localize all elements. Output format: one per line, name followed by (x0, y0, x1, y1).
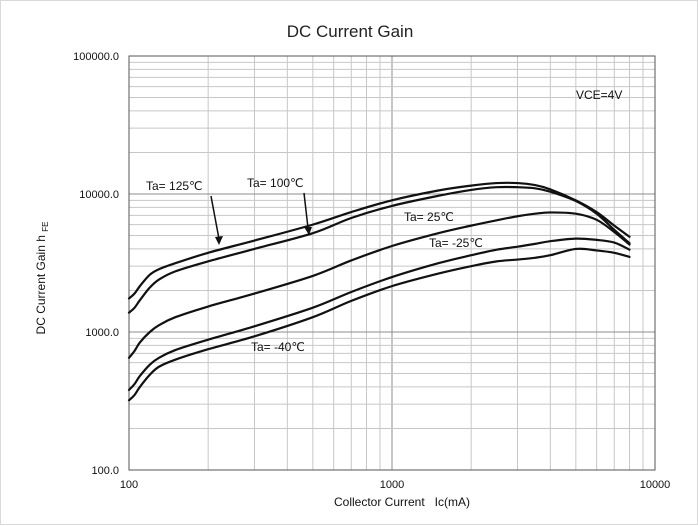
plot-frame (128, 55, 656, 471)
y-tick-label: 10000.0 (79, 189, 119, 201)
label-ta-minus-25: Ta= -25℃ (429, 236, 483, 250)
x-tick-label: 10000 (640, 479, 671, 491)
arrow-ta-125-line (210, 195, 220, 240)
svg-text:DC Current Gain h FE: DC Current Gain h FE (34, 222, 50, 335)
y-tick-label: 1000.0 (85, 327, 119, 339)
label-ta-100: Ta= 100℃ (247, 176, 304, 190)
y-axis-label-group: DC Current Gain h FE (34, 222, 50, 335)
series-layer (127, 181, 631, 402)
y-axis-label-subscript: FE (41, 222, 50, 232)
condition-label: VCE=4V (576, 88, 622, 102)
y-axis-label: DC Current Gain h (34, 235, 48, 334)
arrow-ta-100-line (303, 192, 309, 229)
series-line-4 (127, 237, 631, 392)
label-ta-minus-40: Ta= -40℃ (251, 340, 305, 354)
series-line-2 (127, 185, 631, 314)
series-line-5 (127, 247, 631, 402)
y-tick-label: 100000.0 (73, 51, 119, 63)
x-tick-label: 1000 (380, 479, 404, 491)
x-axis-label: Collector Current Ic(mA) (334, 495, 470, 509)
tick-layer: 100 1000 10000 100.0 1000.0 10000.0 100000.0 (73, 51, 670, 491)
grid-layer (128, 55, 656, 471)
x-tick-label: 100 (120, 479, 138, 491)
arrow-ta-125-head (215, 236, 223, 245)
label-ta-125: Ta= 125℃ (146, 179, 203, 193)
chart-title: DC Current Gain (287, 22, 414, 41)
label-ta-25: Ta= 25℃ (404, 210, 454, 224)
series-line-3 (127, 211, 631, 359)
arrow-ta-100-head (304, 227, 312, 235)
y-tick-label: 100.0 (91, 465, 119, 477)
